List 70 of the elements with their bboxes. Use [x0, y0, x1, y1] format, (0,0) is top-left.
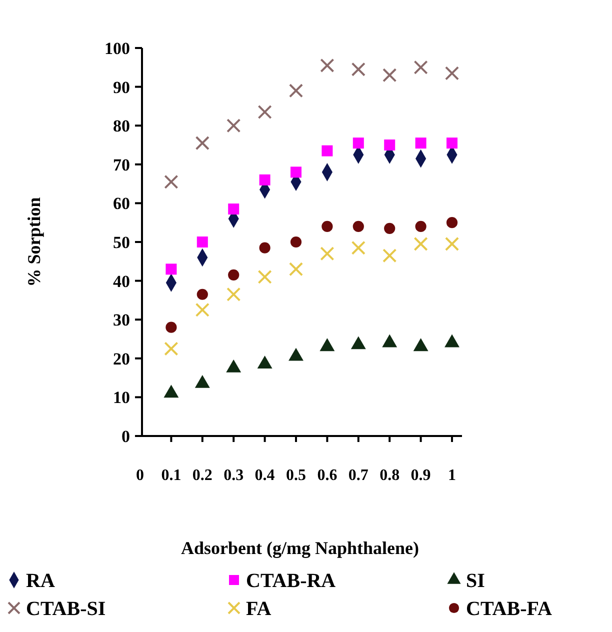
point [320, 58, 334, 73]
x-axis-title: Adsorbent (g/mg Naphthalene) [180, 538, 420, 558]
point [166, 264, 177, 275]
x-tick-label: 0.4 [254, 467, 275, 484]
point [195, 302, 210, 317]
point [258, 104, 272, 120]
point [382, 68, 397, 82]
point [164, 342, 178, 356]
y-tick-label: 90 [113, 78, 130, 97]
point [384, 140, 396, 150]
point [290, 236, 302, 248]
point [166, 322, 177, 333]
point [164, 174, 178, 189]
point [414, 236, 428, 251]
point [414, 60, 428, 74]
x-tick-label: 0 [136, 467, 144, 484]
y-tick-label: 100 [104, 38, 130, 58]
point [322, 145, 333, 156]
y-tick-label: 80 [113, 116, 130, 136]
y-tick-label: 50 [113, 232, 130, 252]
x-tick-label: 0.7 [348, 467, 368, 484]
point [444, 236, 460, 251]
x-tick-label: 0.6 [317, 467, 338, 484]
legend-label: RA [26, 570, 56, 592]
point [196, 236, 208, 248]
y-tick-label: 0 [122, 426, 130, 446]
x-tick-label: 0.8 [380, 467, 400, 484]
point [195, 136, 210, 150]
legend-label: SI [466, 570, 486, 592]
y-tick-label: 60 [113, 194, 130, 214]
y-tick-label: 20 [113, 349, 130, 368]
point [259, 174, 270, 186]
point [415, 220, 426, 232]
point [258, 270, 272, 284]
legend-label: CTAB-RA [246, 570, 336, 592]
point [226, 118, 241, 133]
point [415, 138, 426, 149]
x-tick-label: 0.1 [161, 467, 182, 484]
point [320, 246, 334, 261]
y-axis-title: % Sorption [24, 197, 44, 287]
legend-label: FA [246, 598, 272, 620]
legend-label: CTAB-SI [26, 598, 106, 620]
y-tick-label: 70 [113, 155, 130, 174]
point [290, 166, 302, 178]
point [259, 242, 270, 254]
y-tick-label: 10 [113, 388, 130, 408]
point [446, 138, 458, 149]
point [228, 269, 240, 281]
point [228, 204, 240, 215]
x-tick-label: 0.3 [224, 467, 244, 484]
point [382, 248, 397, 263]
x-tick-label: 1 [448, 467, 456, 484]
x-tick-label: 0.2 [192, 467, 212, 484]
point [288, 262, 304, 276]
point [196, 288, 208, 300]
point [384, 222, 396, 234]
point [352, 138, 364, 149]
x-tick-label: 0.5 [286, 467, 306, 484]
legend-label: CTAB-FA [466, 598, 552, 620]
point [446, 217, 458, 228]
point [322, 220, 333, 232]
point [288, 84, 304, 98]
y-tick-label: 30 [113, 310, 130, 330]
point [351, 240, 366, 255]
x-tick-label: 0.9 [410, 467, 431, 484]
point [351, 62, 366, 76]
point [444, 66, 460, 80]
y-tick-label: 40 [113, 272, 130, 291]
point [226, 287, 241, 302]
point [352, 220, 364, 232]
